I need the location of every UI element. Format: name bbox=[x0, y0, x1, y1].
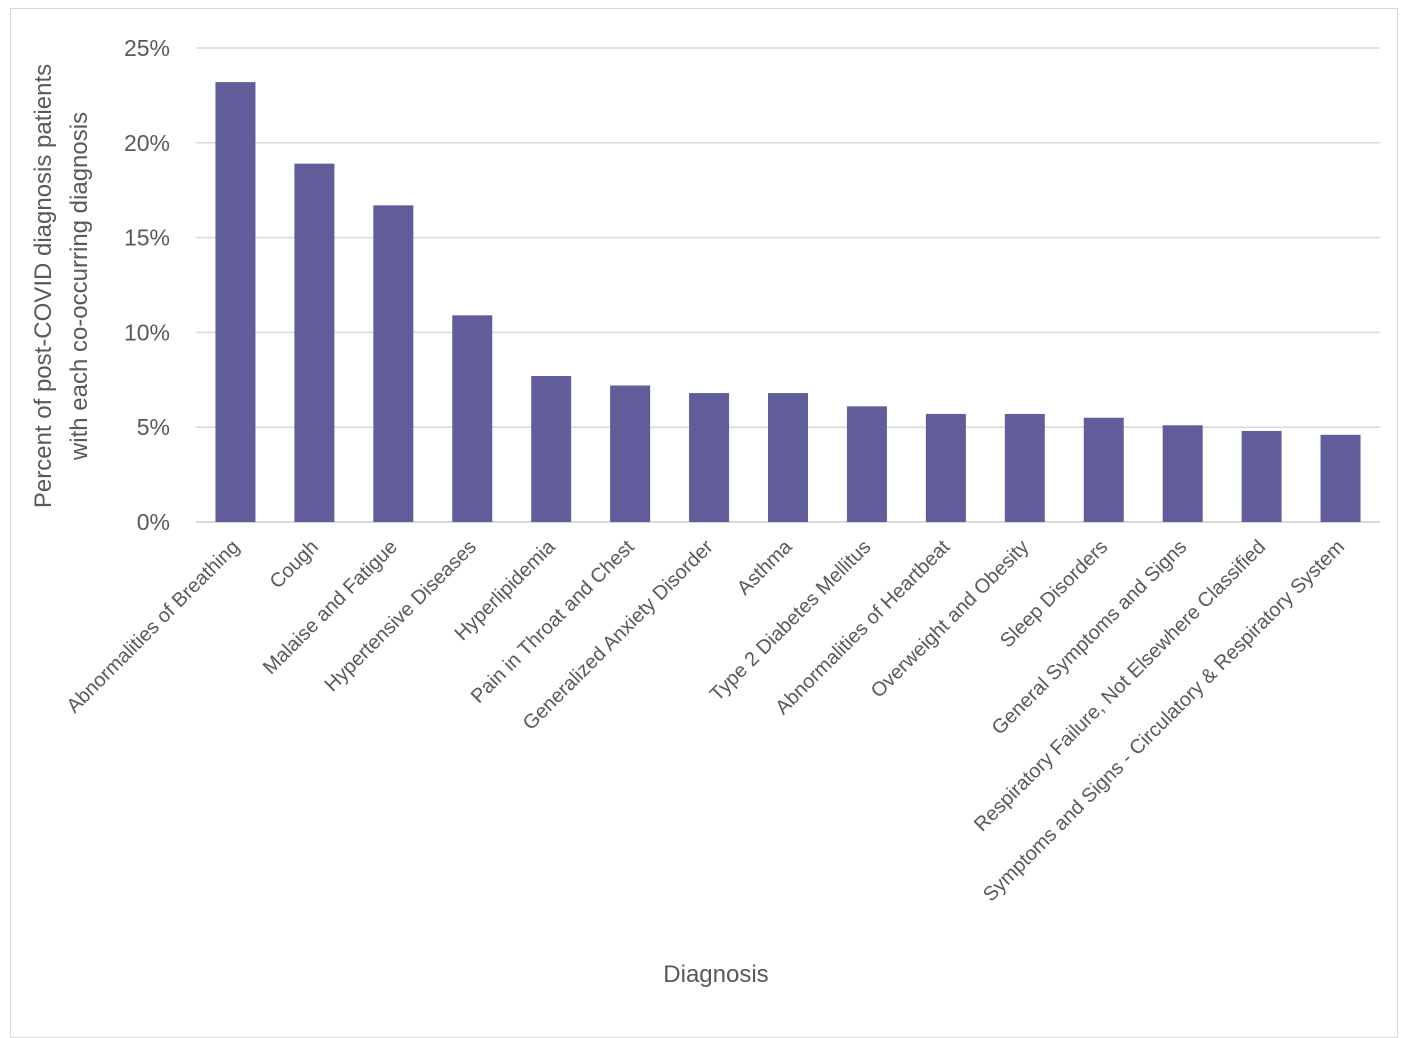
bar bbox=[1083, 417, 1124, 522]
y-axis-ticks: 0% 5% 10% 15% 20% 25% bbox=[124, 35, 170, 535]
bar bbox=[689, 393, 730, 522]
bar bbox=[215, 82, 256, 523]
y-tick-label: 20% bbox=[124, 130, 170, 156]
y-axis-title-line-2: with each co-occurring diagnosis bbox=[66, 112, 93, 461]
y-tick-label: 5% bbox=[137, 414, 170, 440]
bar bbox=[1162, 425, 1203, 522]
y-tick-label: 15% bbox=[124, 225, 170, 251]
bar bbox=[531, 376, 572, 522]
x-category-label: Type 2 Diabetes Mellitus bbox=[706, 536, 876, 706]
bar bbox=[846, 406, 887, 522]
y-tick-label: 25% bbox=[124, 35, 170, 61]
x-axis-title: Diagnosis bbox=[663, 961, 768, 988]
y-tick-label: 10% bbox=[124, 319, 170, 345]
x-category-label: Cough bbox=[266, 536, 323, 593]
bars bbox=[215, 82, 1361, 523]
x-category-label: Overweight and Obesity bbox=[867, 536, 1033, 702]
y-tick-label: 0% bbox=[137, 509, 170, 535]
bar bbox=[1320, 434, 1361, 522]
bar bbox=[452, 315, 493, 522]
x-category-label: Hypertensive Diseases bbox=[321, 536, 481, 696]
bar bbox=[610, 385, 651, 522]
bar bbox=[1004, 413, 1045, 522]
x-category-label: Pain in Throat and Chest bbox=[467, 536, 639, 708]
x-category-label: Symptoms and Signs - Circulatory & Respi… bbox=[979, 536, 1349, 906]
x-category-label: Abnormalities of Breathing bbox=[63, 536, 244, 717]
bar bbox=[925, 413, 966, 522]
bar bbox=[1241, 430, 1282, 522]
x-category-label: Asthma bbox=[733, 535, 797, 599]
x-category-label: Malaise and Fatigue bbox=[259, 536, 402, 679]
x-category-label: Respiratory Failure, Not Elsewhere Class… bbox=[970, 536, 1270, 836]
bar bbox=[294, 163, 335, 522]
bar bbox=[768, 393, 808, 522]
y-axis-title-line-1: Percent of post-COVID diagnosis patients bbox=[30, 64, 57, 508]
y-axis-title: Percent of post-COVID diagnosis patients… bbox=[30, 64, 93, 508]
bar bbox=[373, 205, 414, 523]
